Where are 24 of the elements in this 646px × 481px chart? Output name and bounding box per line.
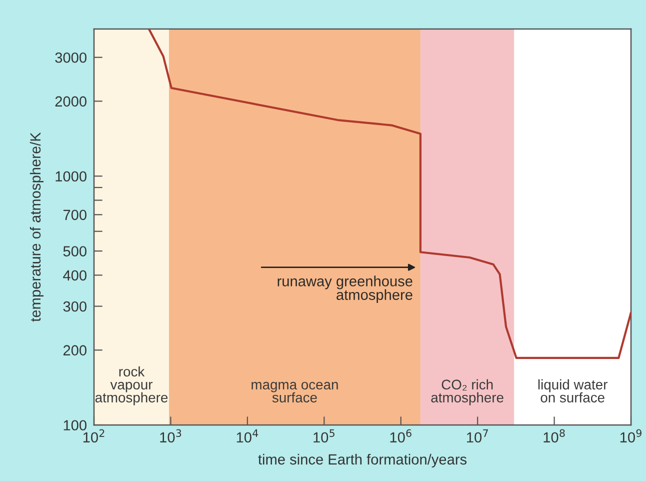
x-tick-label: 10$^{6}$ [390, 429, 412, 443]
y-tick-label: 500 [63, 246, 86, 256]
band-label: liquid water on surface [538, 379, 608, 402]
y-tick-label: 3000 [55, 52, 86, 63]
y-tick-label: 400 [63, 270, 86, 281]
y-axis-title: temperature of atmosphere/K [30, 132, 44, 322]
x-tick-label: 10$^{3}$ [160, 429, 182, 443]
band-label: rock vapour atmosphere [95, 366, 168, 406]
x-tick-label: 10$^{2}$ [83, 429, 104, 443]
band-label: CO₂ rich atmosphere [431, 379, 504, 406]
band-label: magma ocean surface [252, 382, 338, 402]
y-tick-label: 300 [63, 301, 86, 312]
x-tick-label: 10$^{7}$ [467, 429, 488, 443]
x-tick-label: 10$^{9}$ [620, 429, 642, 443]
x-axis-title: time since Earth formation/years [258, 454, 467, 468]
y-tick-label: 700 [63, 210, 86, 220]
y-tick-label: 100 [64, 420, 86, 430]
x-tick-label: 10$^{4}$ [236, 429, 258, 443]
annotation: runaway greenhouse atmosphere [278, 276, 412, 303]
y-tick-label: 200 [63, 345, 86, 356]
x-tick-label: 10$^{5}$ [314, 429, 334, 443]
y-tick-label: 2000 [55, 96, 86, 107]
y-tick-label: 1000 [56, 171, 86, 182]
x-tick-label: 10$^{8}$ [544, 429, 565, 443]
